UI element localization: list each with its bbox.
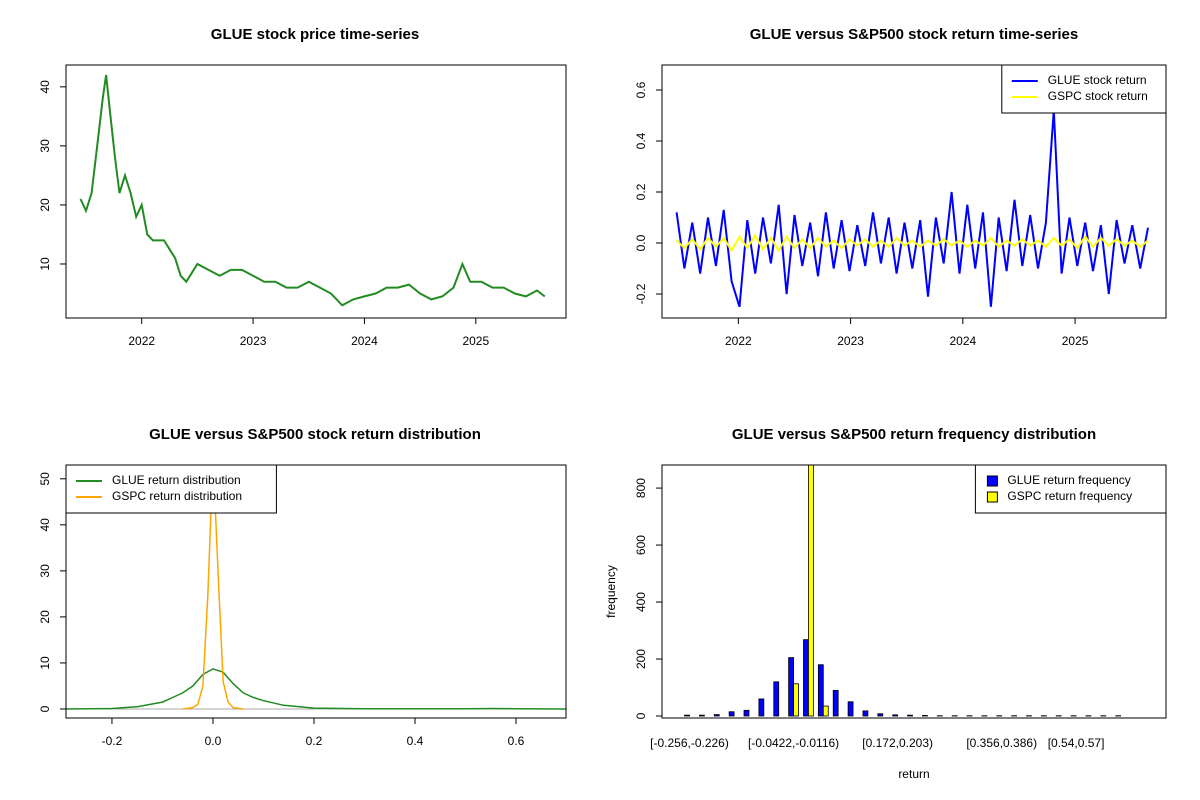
chart-title: GLUE versus S&P500 stock return time-ser… [750,26,1078,43]
series-line [675,110,1149,308]
plot-area [684,465,1122,717]
x-tick-label: 2023 [240,334,267,348]
legend-swatch [986,491,998,503]
y-tick-label: 40 [38,518,52,532]
panel: GLUE versus S&P500 stock return distribu… [38,426,567,748]
legend-label: GSPC return distribution [112,489,242,503]
y-tick-label: 50 [38,472,52,486]
bar [832,689,839,717]
legend-swatch [986,475,998,487]
panel: GLUE versus S&P500 stock return time-ser… [634,26,1167,348]
bar [793,683,799,717]
bar [699,714,705,717]
panel: GLUE versus S&P500 return frequency dist… [604,426,1167,781]
y-tick-label: -0.2 [634,283,648,304]
bar [922,715,928,717]
x-tick-label: [0.172,0.203) [862,736,933,750]
y-tick-label: 400 [634,592,648,612]
y-tick-label: 10 [38,656,52,670]
x-tick-label: [0.356,0.386) [966,736,1037,750]
bar [877,713,884,717]
x-tick-label: 2024 [949,334,976,348]
x-tick-label: [-0.0422,-0.0116) [748,736,839,750]
x-tick-label: 0.2 [306,734,323,748]
legend-label: GSPC stock return [1048,89,1148,103]
y-tick-label: 0.0 [634,234,648,251]
plot-frame [65,464,567,719]
x-tick-label: 0.6 [508,734,525,748]
x-tick-label: 2025 [1062,334,1089,348]
x-tick-label: [0.54,0.57] [1048,736,1105,750]
bar [808,465,814,717]
legend-label: GLUE stock return [1048,73,1147,87]
panel: GLUE stock price time-series 10 20 30 40 2022… [38,26,567,348]
y-tick-label: 30 [38,139,52,153]
legend-box [65,464,277,514]
legend-label: GLUE return distribution [112,473,241,487]
bar [817,664,824,717]
y-tick-label: 20 [38,198,52,212]
bar [758,698,765,717]
x-tick-label: 2025 [462,334,489,348]
legend-label: GSPC return frequency [1007,489,1132,503]
y-tick-label: 0 [38,705,52,712]
y-tick-label: 800 [634,478,648,498]
x-tick-label: 2022 [128,334,155,348]
y-tick-label: 600 [634,535,648,555]
y-tick-label: 20 [38,610,52,624]
chart-title: GLUE versus S&P500 return frequency dist… [732,426,1096,443]
bar [892,714,899,717]
chart-title: GLUE stock price time-series [211,26,419,43]
y-tick-label: 10 [38,257,52,271]
bar [907,714,913,717]
x-tick-label: 0.0 [205,734,222,748]
x-axis-label: return [898,767,929,781]
bar [862,710,869,717]
plot-area [66,465,566,710]
series-line [66,668,566,710]
plot-frame [661,464,1167,719]
legend-box [974,464,1167,514]
bar [788,657,794,717]
plot-area [675,110,1149,308]
plot-area [79,74,546,307]
x-tick-label: [-0.256,-0.226) [650,736,729,750]
bar [684,714,690,717]
x-tick-label: 2024 [351,334,378,348]
y-tick-label: 30 [38,564,52,578]
plot-frame [661,64,1167,319]
y-tick-label: 40 [38,80,52,94]
y-tick-label: 200 [634,649,648,669]
series-line [182,465,244,710]
y-tick-label: 0.6 [634,81,648,98]
y-tick-label: 0.4 [634,132,648,149]
series-line [79,74,546,307]
y-axis-label: frequency [604,565,618,618]
plot-frame [65,64,567,319]
legend-box [1001,64,1167,114]
x-tick-label: -0.2 [102,734,123,748]
bar [803,639,809,717]
legend-label: GLUE return frequency [1007,473,1130,487]
series-line [675,233,1149,253]
x-tick-label: 2023 [837,334,864,348]
bar [773,681,780,717]
bar [847,701,854,717]
bar [713,714,720,717]
y-tick-label: 0.2 [634,183,648,200]
x-tick-label: 0.4 [407,734,424,748]
bar [822,705,829,717]
y-tick-label: 0 [634,712,648,719]
bar [743,709,750,717]
x-tick-label: 2022 [725,334,752,348]
chart-title: GLUE versus S&P500 stock return distribu… [149,426,481,443]
bar [728,711,735,717]
